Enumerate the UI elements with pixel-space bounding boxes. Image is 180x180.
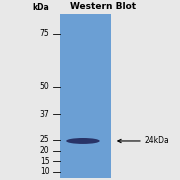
Text: 15: 15	[40, 157, 50, 166]
Text: 24kDa: 24kDa	[145, 136, 169, 145]
Text: 75: 75	[40, 29, 50, 38]
Text: kDa: kDa	[33, 3, 50, 12]
Text: 10: 10	[40, 167, 50, 176]
Text: 25: 25	[40, 135, 50, 144]
Text: 37: 37	[40, 110, 50, 119]
Text: 50: 50	[40, 82, 50, 91]
Text: Western Blot: Western Blot	[70, 2, 136, 11]
FancyBboxPatch shape	[60, 14, 111, 178]
Text: 20: 20	[40, 146, 50, 155]
Ellipse shape	[66, 138, 100, 144]
